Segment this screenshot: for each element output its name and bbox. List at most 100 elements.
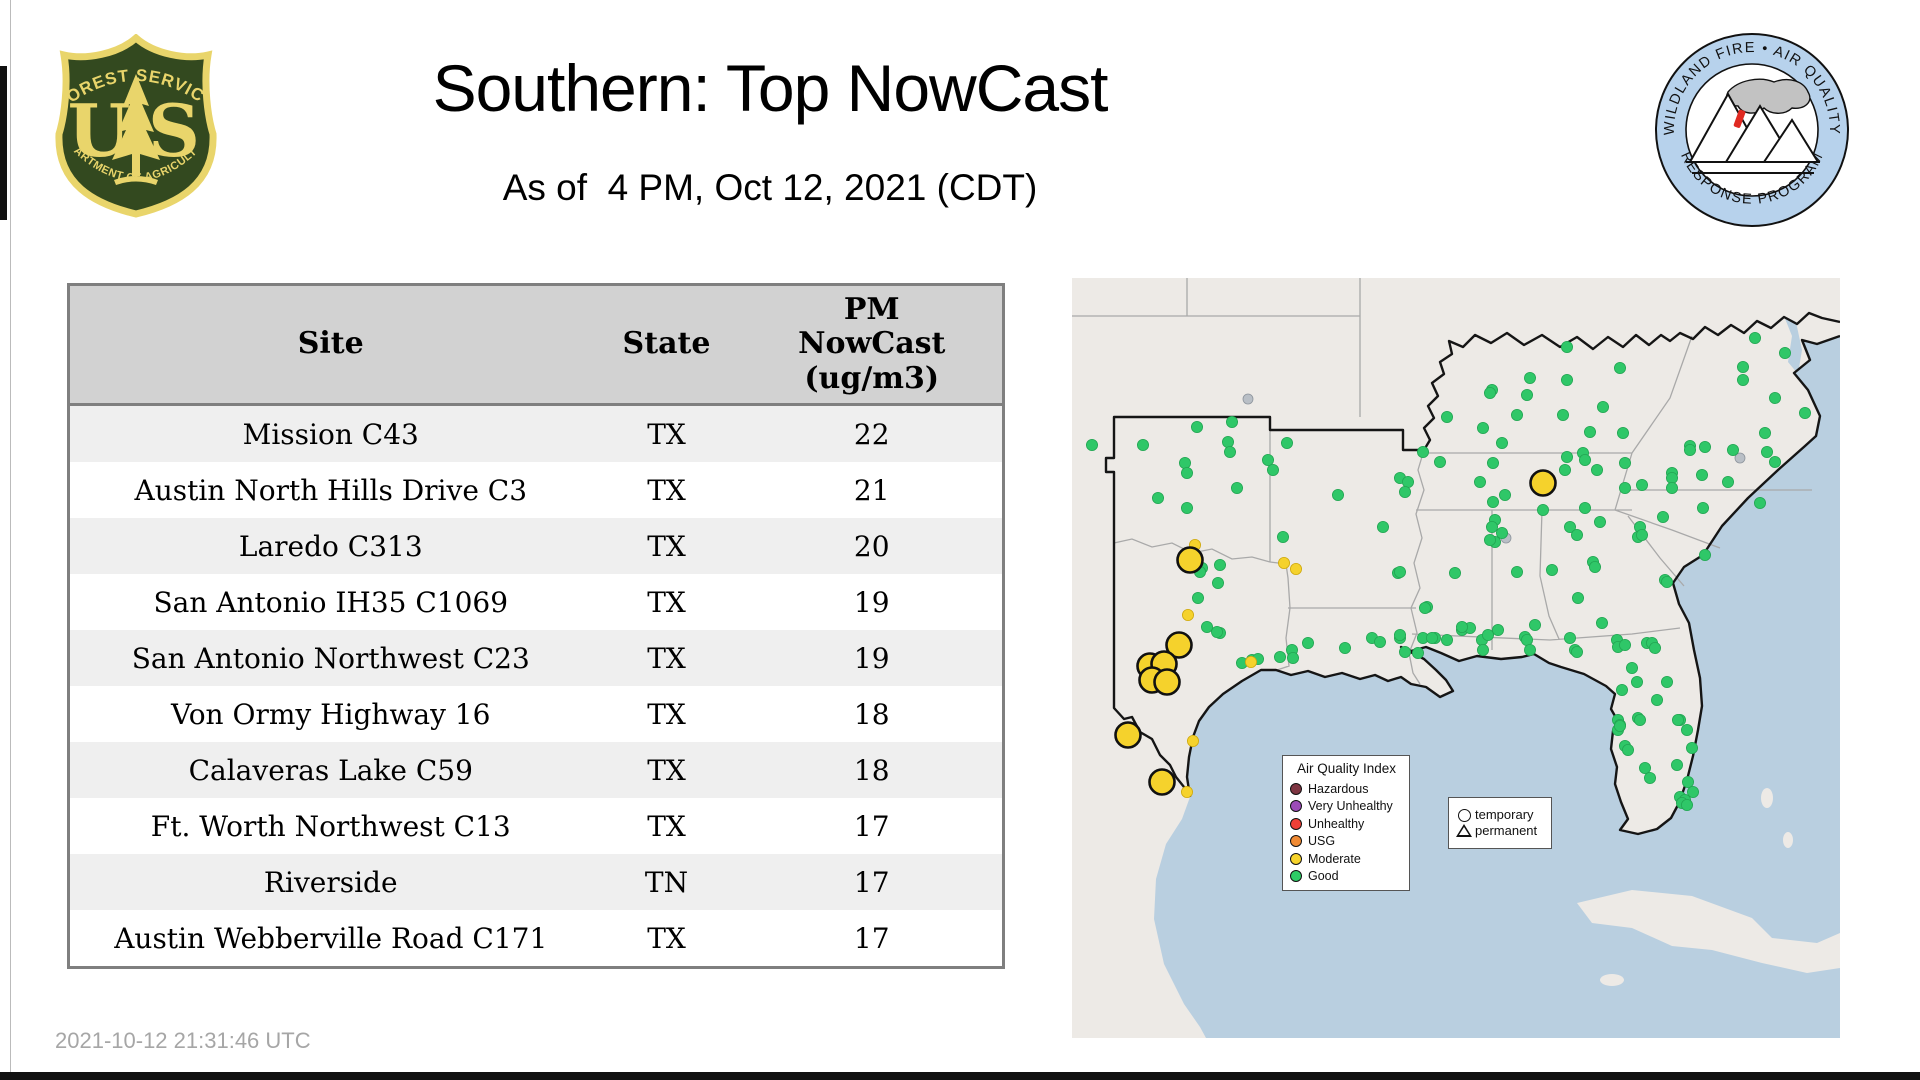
monitor-good: [1666, 481, 1679, 494]
monitor-good: [1455, 620, 1468, 633]
monitor-good: [1681, 799, 1694, 812]
state-cell: TX: [647, 473, 686, 507]
monitor-good: [1473, 475, 1486, 488]
monitor-good: [1520, 389, 1533, 402]
map-cuba: [1577, 890, 1840, 973]
monitor-good: [1286, 651, 1299, 664]
wfaqrp-mountains-icon: [1686, 91, 1820, 174]
monitor-moderate: [1181, 785, 1194, 798]
monitor-good: [1556, 408, 1569, 421]
monitor-good: [1626, 661, 1639, 674]
table-body: Mission C43 TX 22 Austin North Hills Drive …: [68, 404, 1004, 968]
monitor-good: [1560, 341, 1573, 354]
page-subtitle: As of 4 PM, Oct 12, 2021 (CDT): [502, 166, 1038, 208]
monitor-good: [1411, 646, 1424, 659]
map-bay: [1784, 316, 1802, 374]
monitor-good: [1448, 566, 1461, 579]
site-cell: San Antonio Northwest C23: [68, 630, 592, 686]
value-cell: 17: [741, 854, 1004, 910]
monitor-good: [1181, 466, 1194, 479]
table-row: Austin North Hills Drive C3 TX 21: [69, 462, 1004, 518]
monitor-good: [1338, 641, 1351, 654]
site-cell: Von Ormy Highway 16: [171, 697, 491, 731]
monitor-good: [1639, 761, 1652, 774]
monitor-moderate: [1187, 734, 1200, 747]
monitor-good: [1398, 485, 1411, 498]
map-region-border: [1104, 311, 1840, 798]
page-title: Southern: Top NowCast: [432, 51, 1109, 125]
monitor-good: [1223, 445, 1236, 458]
monitor-unknown: [1242, 393, 1254, 405]
table-row: Calaveras Lake C59 TX 18: [68, 742, 1004, 798]
monitor-good: [1749, 332, 1762, 345]
state-cell: TX: [647, 921, 686, 955]
monitor-good: [1570, 528, 1583, 541]
value-cell: 18: [741, 742, 1004, 798]
monitor-good: [1697, 501, 1710, 514]
monitor-good: [1510, 408, 1523, 421]
usfs-logo: FOREST SERVICE U S DEPARTMENT OF AGRICUL…: [46, 19, 220, 218]
monitor-good: [1754, 496, 1767, 509]
table-row: Von Ormy Highway 16 TX 18: [69, 686, 1004, 742]
monitor-good: [1614, 362, 1627, 375]
state-cell: TX: [591, 742, 742, 798]
monitor-good: [1495, 526, 1508, 539]
monitor-good: [1651, 693, 1664, 706]
usfs-tree-icon: [112, 74, 160, 185]
monitor-moderate-temporary: [1165, 631, 1193, 659]
monitor-good: [1699, 440, 1712, 453]
monitor-unknown: [1734, 452, 1746, 464]
monitor-good: [1769, 392, 1782, 405]
monitor-good: [1571, 591, 1584, 604]
monitor-good: [1761, 445, 1774, 458]
monitor-good: [1570, 645, 1583, 658]
wfaqrp-smoke-icon: [1726, 78, 1811, 114]
aqi-legend-title: Air Quality Index: [1296, 761, 1397, 776]
monitor-good: [1230, 481, 1243, 494]
monitor-good: [1681, 723, 1694, 736]
value-cell: 19: [853, 585, 890, 619]
monitor-good: [1614, 719, 1627, 732]
monitor-good: [1280, 436, 1293, 449]
monitor-good: [1591, 463, 1604, 476]
monitor-moderate: [1244, 655, 1257, 668]
monitor-good: [1619, 638, 1632, 651]
state-cell: TX: [647, 697, 686, 731]
monitor-moderate: [1182, 608, 1195, 621]
monitor-good: [1498, 488, 1511, 501]
column-header-site: Site: [68, 284, 592, 406]
monitor-good: [1684, 443, 1697, 456]
aqi-map: Air Quality Index Hazardous Very Unhealth…: [1072, 278, 1840, 1038]
state-cell: TN: [591, 854, 742, 910]
monitor-good: [1597, 401, 1610, 414]
wfaqrp-flame-icon: [1733, 109, 1746, 128]
monitor-moderate: [1289, 562, 1302, 575]
value-cell: 20: [741, 518, 1004, 574]
monitor-good: [1483, 533, 1496, 546]
aqi-legend-item: Unhealthy: [1290, 815, 1403, 833]
table-row: Laredo C313 TX 20: [68, 518, 1004, 574]
monitor-good: [1440, 633, 1453, 646]
monitor-good: [1578, 453, 1591, 466]
monitor-good: [1192, 591, 1205, 604]
monitor-good: [1483, 387, 1496, 400]
aqi-legend-item: Moderate: [1290, 850, 1403, 868]
monitor-good: [1696, 468, 1709, 481]
monitor-good: [1085, 438, 1098, 451]
monitor-good: [1737, 374, 1750, 387]
monitor-good: [1523, 372, 1536, 385]
monitor-good: [1481, 628, 1494, 641]
monitor-good: [1137, 438, 1150, 451]
monitor-good: [1661, 575, 1674, 588]
site-cell: Calaveras Lake C59: [68, 742, 592, 798]
site-cell: Mission C43: [68, 404, 592, 462]
monitor-good: [1486, 456, 1499, 469]
map-coastline: [1185, 334, 1840, 836]
column-header-pm-nowcast: PM NowCast (ug/m3): [741, 284, 1004, 406]
monitor-moderate-temporary: [1176, 546, 1204, 574]
screen-edge-line: [10, 0, 11, 1072]
table-row: San Antonio Northwest C23 TX 19: [68, 630, 1004, 686]
table-row: Riverside TN 17: [68, 854, 1004, 910]
monitor-good: [1769, 455, 1782, 468]
monitor-moderate-temporary: [1529, 469, 1557, 497]
